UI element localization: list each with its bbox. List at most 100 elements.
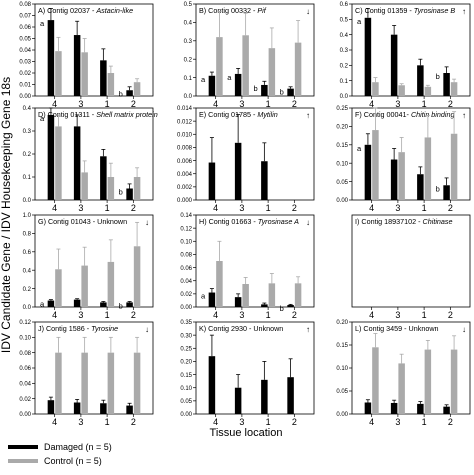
panel-f-arrow-icon: ↑ (462, 111, 466, 120)
panel-b-annotation: a (201, 75, 206, 84)
panel-j-arrow-icon: ↓ (145, 325, 149, 334)
panel-c-bar-damaged (443, 73, 450, 96)
panel-f-category-label: 2 (448, 203, 453, 213)
panel-b-title-gene: Pif (257, 6, 266, 15)
panel-k-category-label: 3 (239, 417, 244, 427)
panel-c-category-label: 4 (369, 99, 374, 109)
panel-b-category-label: 3 (239, 99, 244, 109)
panel-h-bar-control (294, 283, 302, 307)
panel-f-ytick-label: 0.00 (336, 198, 348, 204)
panel-l-ytick-label: 0.05 (336, 389, 348, 395)
panel-c-category-label: 1 (422, 99, 427, 109)
panel-a-annotation: b (119, 89, 123, 98)
panel-j-bar-control (107, 352, 115, 414)
panel-b-bar-control (268, 48, 276, 96)
panel-h-ytick-label: 0.10 (180, 239, 192, 245)
panel-g-bar-damaged (126, 302, 133, 307)
panel-e-ytick-label: 0.004 (177, 172, 193, 178)
x-axis-title: Tissue location (210, 427, 283, 439)
panel-g-ytick-label: 0.2 (23, 287, 32, 293)
panel-h-category-label: 4 (213, 310, 218, 320)
panel-j-bar-damaged (73, 402, 81, 414)
panel-l-bar-control (424, 349, 432, 414)
panel-h-bar-damaged (261, 304, 268, 307)
panel-d-title-prefix: D) Contig 01311 - (38, 110, 96, 119)
panel-e-ytick-label: 0.010 (177, 132, 193, 138)
panel-h-category-label: 2 (292, 310, 297, 320)
panel-d-bar-control (133, 177, 141, 200)
panel-b-bar-damaged (234, 73, 242, 96)
panel-f-bar-damaged (390, 159, 398, 200)
panel-a-category-label: 3 (78, 99, 83, 109)
panel-b-annotation: b (253, 84, 257, 93)
panel-c-ytick-label: 0.3 (340, 48, 349, 54)
panel-g-ytick-label: 0.4 (23, 268, 32, 274)
panel-j-category-label: 1 (105, 417, 110, 427)
panel-c-ytick-label: 0.0 (340, 94, 349, 100)
panel-h-title: H) Contig 01663 - Tyrosinase A (199, 217, 299, 226)
panel-a-title-prefix: A) Contig 02037 - (38, 6, 96, 15)
panel-a-bar-damaged (47, 20, 55, 97)
panel-c-title-prefix: C) Contig 01359 - (355, 6, 414, 15)
panel-d-category-label: 3 (78, 203, 83, 213)
panel-d-annotation: a (40, 114, 45, 123)
panel-a-bar-control (133, 82, 141, 96)
panel-b-bar-control (216, 37, 223, 96)
panel-f-ytick-label: 0.10 (336, 161, 348, 167)
panel-a-ytick-label: 0.07 (19, 14, 31, 20)
panel-f-frame (351, 107, 471, 201)
panel-a-ytick-label: 0.01 (19, 83, 31, 89)
panel-j-title: J) Contig 1586 - Tyrosine (38, 324, 118, 333)
panel-d-category-label: 2 (131, 203, 136, 213)
panel-l-bar-damaged (390, 402, 398, 414)
panel-j-category-label: 3 (78, 417, 83, 427)
panel-f-category-label: 4 (369, 203, 374, 213)
panel-d-ytick-label: 0.3 (23, 129, 32, 135)
panel-j-title-gene: Tyrosine (91, 324, 118, 333)
panel-k-category-label: 1 (266, 417, 271, 427)
panel-b-category-label: 4 (213, 99, 218, 109)
panel-k-title-prefix: K) Contig 2930 - Unknown (199, 324, 283, 333)
panel-k-bar-damaged (208, 356, 216, 414)
panel-b-title: B) Contig 00332 - Pif (199, 6, 267, 15)
panel-j-bar-control (81, 352, 88, 414)
panel-a-bar-control (55, 51, 62, 96)
panel-h-bar-damaged (208, 292, 216, 307)
panel-l-title-prefix: L) Contig 3459 - Unknown (355, 324, 439, 333)
panel-a-category-label: 1 (105, 99, 110, 109)
legend-label-control: Control (n = 5) (44, 456, 102, 466)
panel-e-ytick-label: 0.012 (177, 119, 193, 125)
panel-h-title-gene: Tyrosinase A (258, 217, 299, 226)
panel-k-category-label: 4 (213, 417, 218, 427)
panel-j-category-label: 2 (131, 417, 136, 427)
panel-f-category-label: 3 (395, 203, 400, 213)
panel-b-bar-damaged (261, 84, 268, 96)
panel-b-frame (195, 3, 315, 97)
panel-k-ytick-label: 0.35 (180, 320, 192, 326)
panel-k-ytick-label: 0.15 (180, 373, 192, 379)
panel-l-bar-damaged (417, 403, 424, 414)
panel-h-bar-damaged (234, 297, 242, 307)
panel-c-bar-control (450, 82, 458, 96)
panel-d-title: D) Contig 01311 - Shell matrix protein (38, 110, 158, 119)
panel-g-bar-damaged (73, 299, 81, 307)
panel-d-bar-damaged (100, 156, 107, 200)
panel-g-ytick-label: 1.0 (23, 213, 32, 219)
panel-d-bar-control (55, 126, 62, 200)
panel-b-annotation: b (280, 88, 284, 97)
legend-label-damaged: Damaged (n = 5) (44, 442, 112, 452)
panel-e-bar-damaged (234, 142, 242, 200)
panel-b-title-prefix: B) Contig 00332 - (199, 6, 257, 15)
panel-e-ytick-label: 0.006 (177, 159, 193, 165)
panel-i-category-label: 3 (395, 310, 400, 320)
panel-g-arrow-icon: ↓ (145, 218, 149, 227)
panel-b-ytick-label: 0.5 (184, 2, 193, 8)
panel-k-ytick-label: 0.00 (180, 412, 192, 418)
panel-h-annotation: a (201, 292, 206, 301)
panel-e-bar-damaged (261, 161, 268, 200)
panel-k-ytick-label: 0.25 (180, 346, 192, 352)
panel-g-category-label: 1 (105, 310, 110, 320)
panel-e-ytick-label: 0.008 (177, 146, 193, 152)
panel-j-ytick-label: 0.08 (19, 351, 31, 357)
panel-k-title: K) Contig 2930 - Unknown (199, 324, 283, 333)
